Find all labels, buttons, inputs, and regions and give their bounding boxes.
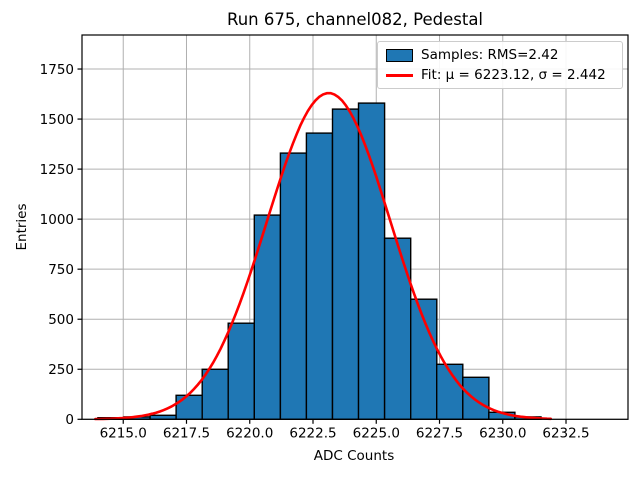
curve-layer [94,91,553,421]
legend-label-samples: Samples: RMS=2.42 [421,47,559,63]
y-tick-label: 1500 [40,112,74,128]
histogram-bar [201,368,229,420]
legend-label-fit: Fit: μ = 6223.12, σ = 2.442 [421,67,606,83]
x-tick-label: 6225.0 [353,425,400,441]
histogram-bar [279,152,308,421]
histogram-bar [331,108,360,421]
histogram-bar [253,214,282,421]
legend-entry-samples: Samples: RMS=2.42 [386,47,614,63]
x-axis-label: ADC Counts [314,448,394,464]
histogram-bar [383,237,412,421]
y-axis-label: Entries [14,203,30,250]
x-tick-label: 6217.5 [163,425,210,441]
legend-entry-fit: Fit: μ = 6223.12, σ = 2.442 [386,67,614,83]
x-tick-label: 6220.0 [226,425,273,441]
y-tick-label: 1750 [40,62,74,78]
y-tick-label: 0 [65,412,74,428]
x-tick-label: 6232.5 [542,425,589,441]
samples-patch-icon [386,48,413,62]
legend: Samples: RMS=2.42 Fit: μ = 6223.12, σ = … [377,41,623,89]
fit-curve [94,91,553,421]
histogram-bar [227,322,255,421]
histogram-bar [305,132,334,421]
y-tick-label: 750 [48,262,74,278]
x-tick-label: 6230.0 [479,425,526,441]
fit-line-icon [386,73,413,77]
y-tick-label: 1250 [40,162,74,178]
y-tick-label: 500 [48,312,74,328]
x-tick-label: 6227.5 [416,425,463,441]
axes-layer: 6215.0 6217.5 6220.0 6222.5 6225.0 6227.5 6230… [40,34,629,441]
chart-title: Run 675, channel082, Pedestal [227,10,483,29]
y-tick-label: 1000 [40,212,74,228]
plot-border [81,34,629,420]
x-tick-label: 6215.0 [100,425,147,441]
histogram-bar [175,394,203,420]
x-tick-label: 6222.5 [289,425,336,441]
histogram-bar [462,376,490,420]
histogram-bar [357,102,386,421]
bar-layer [97,102,542,421]
y-tick-label: 250 [48,362,74,378]
